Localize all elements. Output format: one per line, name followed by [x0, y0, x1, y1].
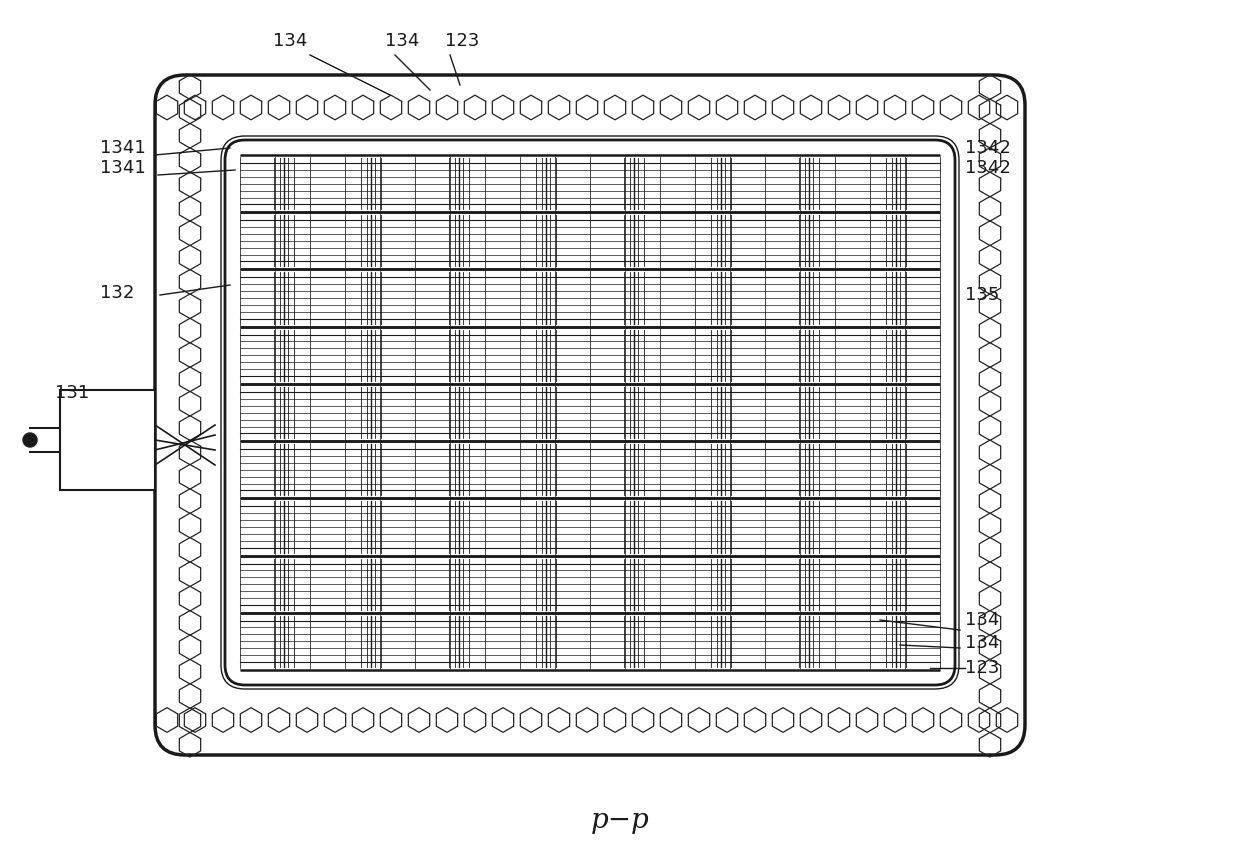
Text: 1342: 1342 — [965, 139, 1011, 157]
Text: 1341: 1341 — [100, 159, 146, 177]
Text: 1342: 1342 — [965, 159, 1011, 177]
FancyBboxPatch shape — [224, 140, 955, 685]
Text: 123: 123 — [965, 659, 999, 677]
Text: 134: 134 — [384, 32, 419, 50]
Text: 131: 131 — [55, 384, 89, 402]
Text: p−p: p−p — [590, 807, 650, 833]
Text: 132: 132 — [100, 284, 134, 302]
Text: 123: 123 — [445, 32, 480, 50]
FancyBboxPatch shape — [155, 75, 1025, 755]
Text: 134: 134 — [965, 611, 999, 629]
Circle shape — [24, 433, 37, 447]
Text: 135: 135 — [965, 286, 999, 304]
Text: 134: 134 — [273, 32, 308, 50]
Bar — [60, 390, 155, 490]
Text: 1341: 1341 — [100, 139, 146, 157]
Text: 134: 134 — [965, 634, 999, 652]
